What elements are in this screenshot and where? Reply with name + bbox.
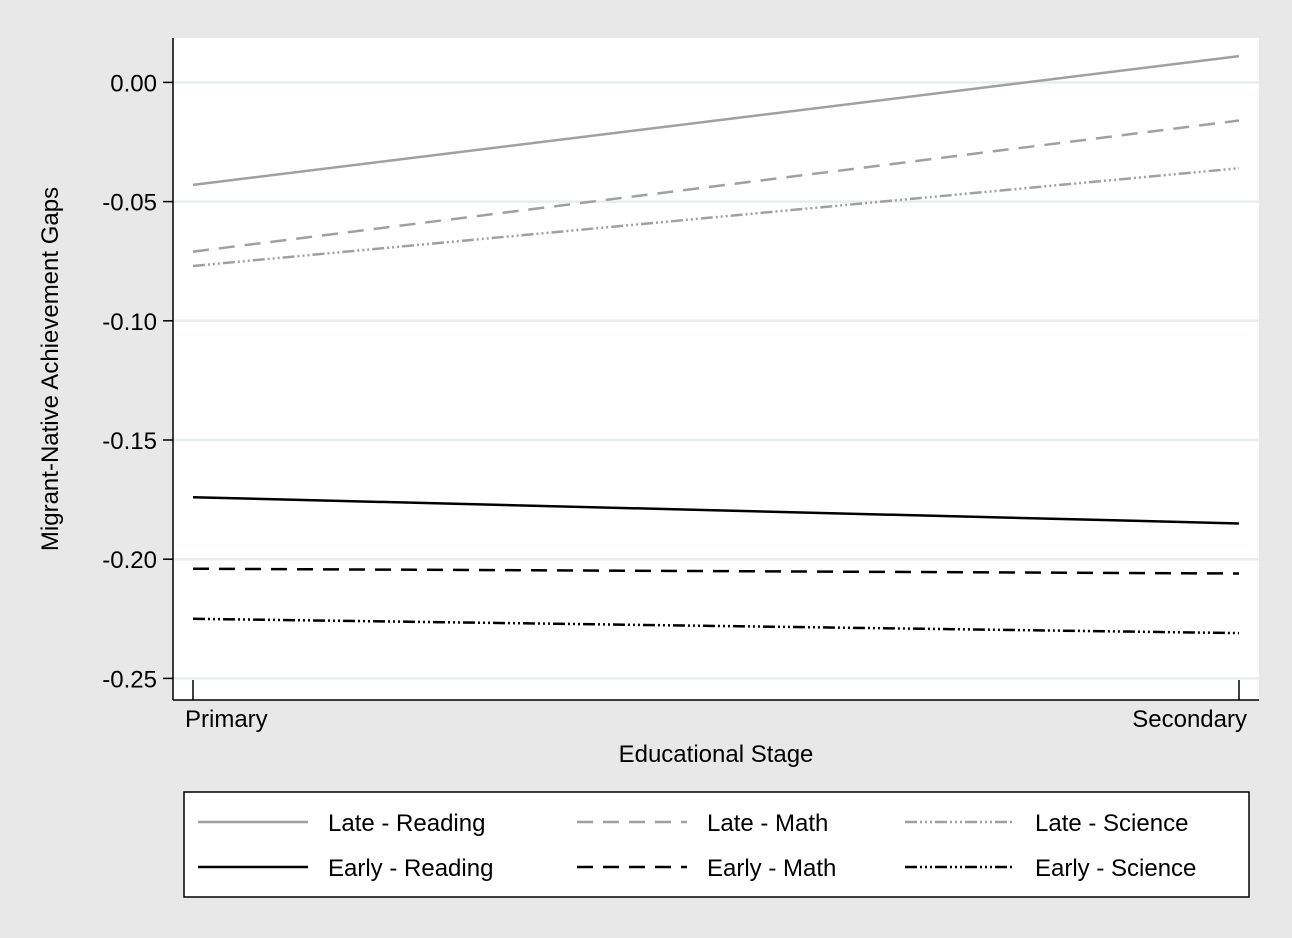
y-tick-label: -0.05: [102, 190, 157, 217]
x-ticks: Primary Secondary: [185, 680, 1247, 733]
x-tick-label: Primary: [185, 706, 268, 733]
y-tick-label: -0.10: [102, 309, 157, 336]
series-line: [192, 495, 1240, 525]
legend-label: Late - Reading: [328, 810, 485, 837]
y-tick-label: -0.25: [102, 666, 157, 693]
y-tick-label: 0.00: [110, 70, 157, 97]
series-line: [192, 617, 1240, 635]
series-line: [192, 567, 1240, 575]
x-axis-label: Educational Stage: [619, 741, 814, 768]
y-tick-label: -0.20: [102, 547, 157, 574]
legend-label: Late - Math: [707, 810, 828, 837]
legend-label: Early - Science: [1035, 855, 1196, 882]
series-lines: [192, 54, 1240, 635]
legend-items: Late - Reading Late - Math Late - Science E…: [198, 810, 1196, 882]
y-tick-label: -0.15: [102, 428, 157, 455]
legend: [183, 791, 1250, 898]
series-line: [192, 119, 1240, 253]
y-axis-label: Migrant-Native Achievement Gaps: [37, 187, 64, 551]
legend-label: Early - Math: [707, 855, 836, 882]
plot-area: [173, 38, 1259, 700]
gridlines: [173, 81, 1259, 680]
x-tick-label: Secondary: [1132, 706, 1247, 733]
series-line: [192, 166, 1240, 268]
legend-label: Late - Science: [1035, 810, 1188, 837]
legend-label: Early - Reading: [328, 855, 493, 882]
y-ticks: 0.00 -0.05 -0.10 -0.15 -0.20 -0.25: [102, 70, 173, 693]
series-line: [192, 54, 1240, 187]
